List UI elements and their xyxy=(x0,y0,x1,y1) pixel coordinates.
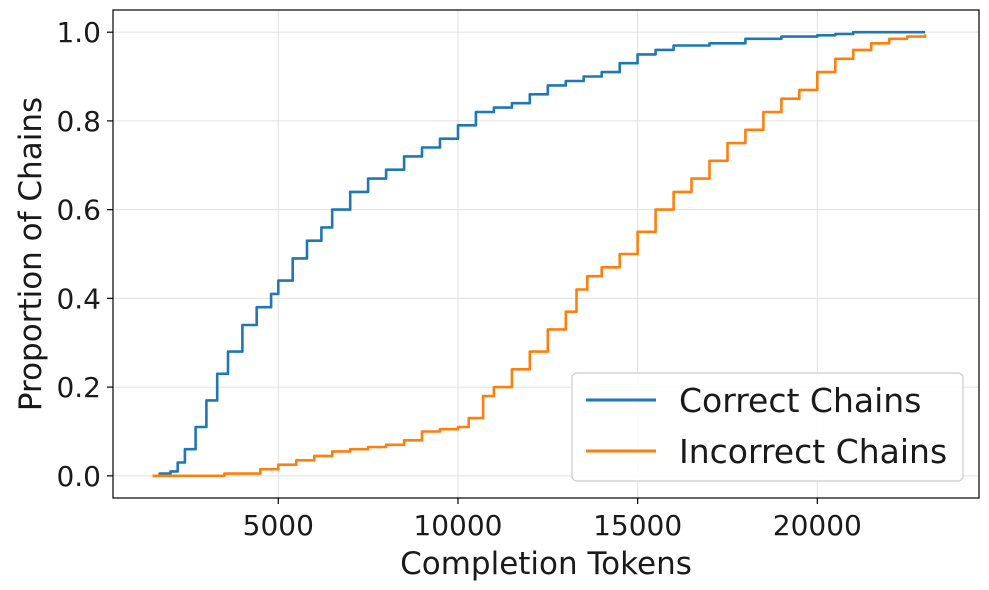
legend-box xyxy=(571,372,964,482)
plot-frame xyxy=(112,9,980,499)
y-tick-label: 0.2 xyxy=(56,371,101,404)
legend: Correct Chains Incorrect Chains xyxy=(571,372,964,482)
x-tick-label: 15000 xyxy=(593,509,682,542)
x-tick-label: 10000 xyxy=(413,509,502,542)
y-tick-label: 0.6 xyxy=(56,194,101,227)
y-tick-label: 0.8 xyxy=(56,105,101,138)
x-tick-label: 20000 xyxy=(773,509,862,542)
y-axis-label: Proportion of Chains xyxy=(13,97,49,411)
y-tick-label: 0.0 xyxy=(56,460,101,493)
y-tick-label: 0.4 xyxy=(56,282,101,315)
x-tick-label: 5000 xyxy=(243,509,314,542)
plot-lines xyxy=(152,30,927,478)
series-line-incorrect-chains xyxy=(152,34,927,478)
x-axis-ticks: 5000 10000 15000 20000 xyxy=(243,498,862,542)
y-axis-ticks: 0.0 0.2 0.4 0.6 0.8 1.0 xyxy=(56,16,113,493)
series-line-correct-chains xyxy=(152,30,926,478)
grid-lines xyxy=(113,10,979,498)
y-tick-label: 1.0 xyxy=(56,16,101,49)
legend-label-incorrect-chains: Incorrect Chains xyxy=(679,432,947,471)
legend-label-correct-chains: Correct Chains xyxy=(679,381,921,420)
x-axis-label: Completion Tokens xyxy=(400,546,692,582)
